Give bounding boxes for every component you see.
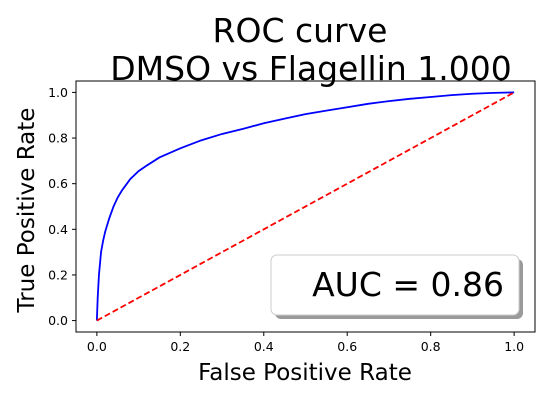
axis-ticks: 0.0 0.2 0.4 0.6 0.8 1.0 0.0 0.2 0.4 0.6 0.8 1.0: [48, 85, 524, 354]
y-tick-label: 0.0: [48, 313, 68, 328]
x-tick-label: 0.0: [87, 339, 107, 354]
y-tick-label: 0.4: [48, 222, 68, 237]
chart-subtitle: DMSO vs Flagellin 1.000: [110, 49, 512, 88]
chart-title: ROC curve: [213, 11, 388, 50]
plot-area: [95, 91, 515, 322]
y-tick-label: 0.2: [48, 267, 68, 282]
x-tick-label: 0.8: [421, 339, 441, 354]
x-tick-label: 0.4: [254, 339, 274, 354]
x-tick-label: 1.0: [504, 339, 524, 354]
auc-legend-box: AUC = 0.86: [270, 254, 523, 319]
x-tick-label: 0.2: [170, 339, 190, 354]
axes-frame: [75, 80, 536, 333]
chance-line: [96, 91, 515, 322]
auc-box: [270, 254, 520, 316]
y-tick-label: 0.8: [48, 131, 68, 146]
y-tick-label: 0.6: [48, 176, 68, 191]
roc-curve-line: [95, 91, 515, 321]
y-tick-label: 1.0: [48, 85, 68, 100]
y-axis-label: True Positive Rate: [14, 108, 40, 314]
x-tick-label: 0.6: [337, 339, 357, 354]
x-axis-label: False Positive Rate: [198, 360, 412, 386]
auc-label: AUC = 0.86: [312, 265, 504, 304]
